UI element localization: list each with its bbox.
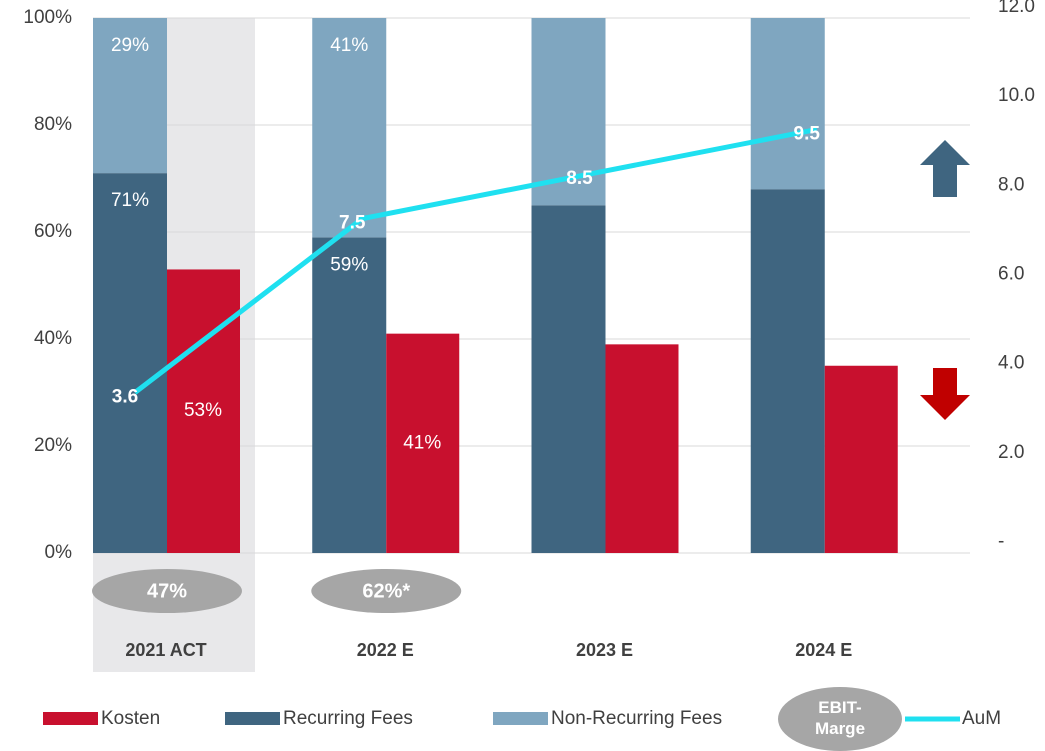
bar-label: 41% (403, 432, 441, 453)
ebit-marge-badge (92, 569, 242, 613)
bar-label: 71% (111, 190, 149, 211)
x-tick-label: 2022 E (357, 640, 414, 660)
line-label: 9.5 (794, 123, 821, 144)
y-tick-label: 20% (34, 435, 72, 456)
legend-label: AuM (962, 708, 1001, 729)
x-tick-label: 2024 E (795, 640, 852, 660)
legend-swatch (43, 712, 98, 725)
legend-swatch (493, 712, 548, 725)
bar (605, 344, 679, 553)
y2-tick-label: 10.0 (998, 85, 1035, 106)
y2-tick-label: - (998, 531, 1004, 552)
x-tick-label: 2021 ACT (125, 640, 206, 660)
y2-tick-label: 2.0 (998, 442, 1024, 463)
bar-label: 59% (330, 254, 368, 275)
y-tick-label: 40% (34, 328, 72, 349)
legend-swatch (225, 712, 280, 725)
bar (93, 173, 167, 553)
ebit-marge-label: 47% (147, 580, 187, 602)
legend-label: Recurring Fees (283, 708, 413, 729)
y-tick-label: 80% (34, 114, 72, 135)
legend-ebit-label: EBIT-Marge (814, 698, 866, 738)
bar-label: 53% (184, 400, 222, 421)
ebit-marge-badge (311, 569, 462, 613)
bar (386, 333, 460, 553)
bar-label: 41% (330, 35, 368, 56)
legend-label: Non-Recurring Fees (551, 708, 722, 729)
y2-tick-label: 4.0 (998, 353, 1024, 374)
legend-ebit-badge (778, 687, 902, 751)
line-label: 8.5 (566, 168, 593, 189)
x-tick-label: 2023 E (576, 640, 633, 660)
y2-tick-label: 8.0 (998, 174, 1024, 195)
line-label: 3.6 (112, 387, 138, 408)
bar (167, 269, 240, 553)
bar (750, 189, 825, 553)
ebit-marge-label: 62%* (362, 580, 410, 602)
y-tick-label: 100% (23, 7, 72, 28)
line (133, 127, 818, 395)
legend-ebit: EBIT-Marge (814, 698, 866, 738)
bar-label: 29% (111, 35, 149, 56)
up-arrow (920, 140, 970, 197)
y2-tick-label: 12.0 (998, 0, 1035, 17)
bar (312, 18, 387, 238)
line-label: 7.5 (339, 213, 366, 234)
y-tick-label: 0% (45, 542, 73, 563)
bar (531, 205, 606, 553)
y-tick-label: 60% (34, 221, 72, 242)
down-arrow (920, 368, 970, 420)
bar (312, 237, 387, 553)
bar (750, 18, 825, 190)
bar (824, 365, 898, 553)
bar (93, 18, 167, 174)
legend-label: Kosten (101, 708, 160, 729)
y2-tick-label: 6.0 (998, 264, 1024, 285)
